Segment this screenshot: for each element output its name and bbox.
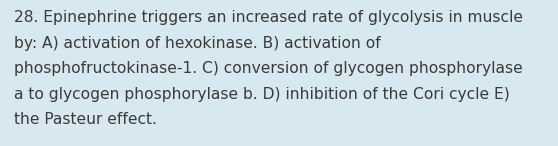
Text: 28. Epinephrine triggers an increased rate of glycolysis in muscle: 28. Epinephrine triggers an increased ra… bbox=[14, 10, 523, 25]
Text: the Pasteur effect.: the Pasteur effect. bbox=[14, 112, 157, 127]
Text: phosphofructokinase-1. C) conversion of glycogen phosphorylase: phosphofructokinase-1. C) conversion of … bbox=[14, 61, 523, 76]
Text: by: A) activation of hexokinase. B) activation of: by: A) activation of hexokinase. B) acti… bbox=[14, 36, 381, 51]
Text: a to glycogen phosphorylase b. D) inhibition of the Cori cycle E): a to glycogen phosphorylase b. D) inhibi… bbox=[14, 87, 509, 102]
